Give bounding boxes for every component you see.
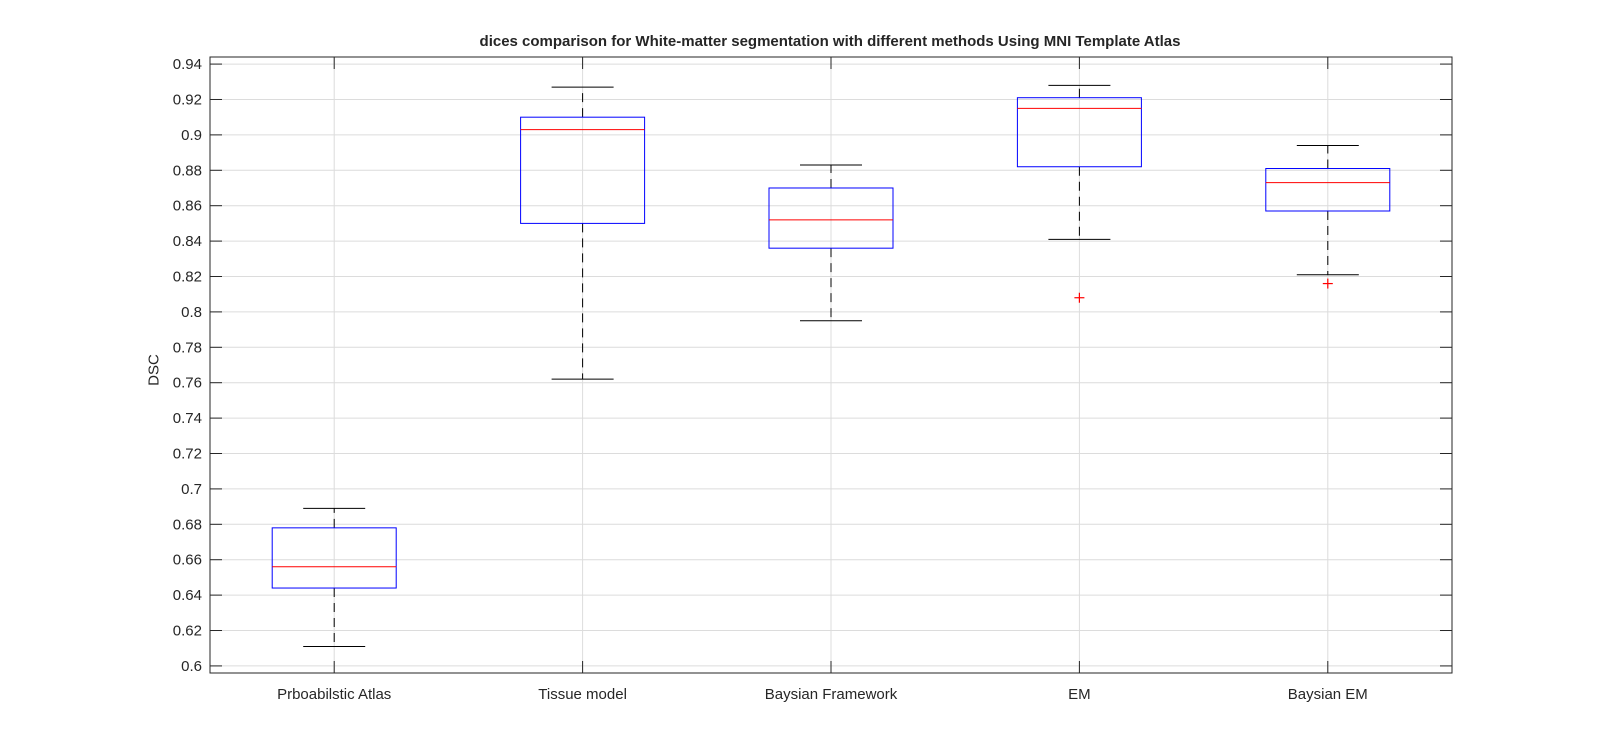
y-tick-label: 0.9 xyxy=(181,127,202,144)
x-tick-label: Baysian EM xyxy=(1288,686,1368,703)
y-tick-label: 0.68 xyxy=(173,516,202,533)
box-iqr xyxy=(520,116,646,224)
y-tick-label: 0.92 xyxy=(173,91,202,108)
y-tick-label: 0.8 xyxy=(181,304,202,321)
y-tick-label: 0.7 xyxy=(181,481,202,498)
y-tick-label: 0.88 xyxy=(173,162,202,179)
y-tick-label: 0.78 xyxy=(173,339,202,356)
y-tick-label: 0.6 xyxy=(181,658,202,675)
axes-frame xyxy=(209,56,1453,674)
y-tick-label: 0.72 xyxy=(173,446,202,463)
box-iqr xyxy=(271,527,397,589)
y-tick-label: 0.62 xyxy=(173,623,202,640)
x-tick-label: Prboabilstic Atlas xyxy=(277,686,391,703)
box-iqr xyxy=(1016,97,1142,168)
y-tick-label: 0.94 xyxy=(173,56,202,73)
y-tick-label: 0.76 xyxy=(173,375,202,392)
x-tick-label: Baysian Framework xyxy=(765,686,898,703)
box-iqr xyxy=(1265,168,1391,212)
y-tick-label: 0.86 xyxy=(173,198,202,215)
y-tick-label: 0.64 xyxy=(173,587,202,604)
y-tick-label: 0.66 xyxy=(173,552,202,569)
y-tick-label: 0.82 xyxy=(173,268,202,285)
box-iqr xyxy=(768,187,894,249)
y-tick-label: 0.84 xyxy=(173,233,202,250)
x-tick-label: Tissue model xyxy=(538,686,627,703)
x-tick-label: EM xyxy=(1068,686,1091,703)
chart-title: dices comparison for White-matter segmen… xyxy=(479,33,1181,50)
y-tick-label: 0.74 xyxy=(173,410,202,427)
